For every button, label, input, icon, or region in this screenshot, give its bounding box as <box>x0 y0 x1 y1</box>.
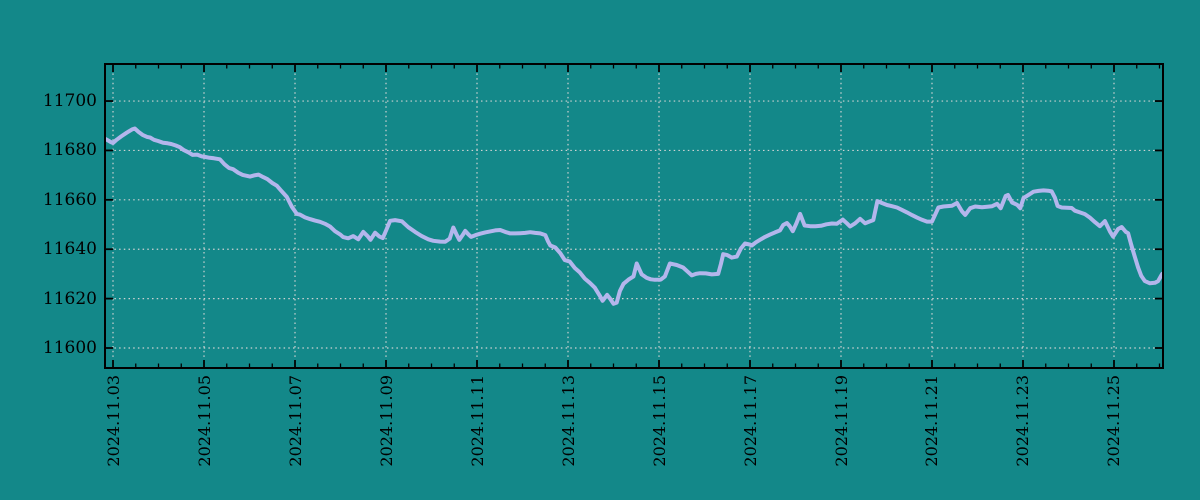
x-tick-label: 2024.11.05 <box>194 375 214 467</box>
x-tick-label: 2024.11.15 <box>649 375 669 467</box>
x-tick-label: 2024.11.03 <box>103 375 123 467</box>
x-tick-label: 2024.11.19 <box>831 375 851 467</box>
y-tick-label: 11640 <box>42 239 97 260</box>
y-tick-label: 11660 <box>42 189 97 210</box>
x-tick-label: 2024.11.21 <box>922 375 942 467</box>
instances-line-series <box>105 126 1163 306</box>
x-tick-label: 2024.11.17 <box>740 375 760 467</box>
y-tick-label: 11620 <box>42 288 97 309</box>
x-tick-label: 2024.11.07 <box>285 375 305 467</box>
plot-border <box>104 63 1164 369</box>
y-tick-label: 11600 <box>42 337 97 358</box>
x-tick-label: 2024.11.11 <box>467 375 487 467</box>
x-tick-label: 2024.11.13 <box>558 375 578 467</box>
x-tick-label: 2024.11.25 <box>1104 375 1124 467</box>
x-tick-label: 2024.11.09 <box>376 375 396 467</box>
y-tick-label: 11700 <box>42 91 97 112</box>
y-tick-label: 11680 <box>42 140 97 161</box>
x-tick-label: 2024.11.23 <box>1013 375 1033 467</box>
